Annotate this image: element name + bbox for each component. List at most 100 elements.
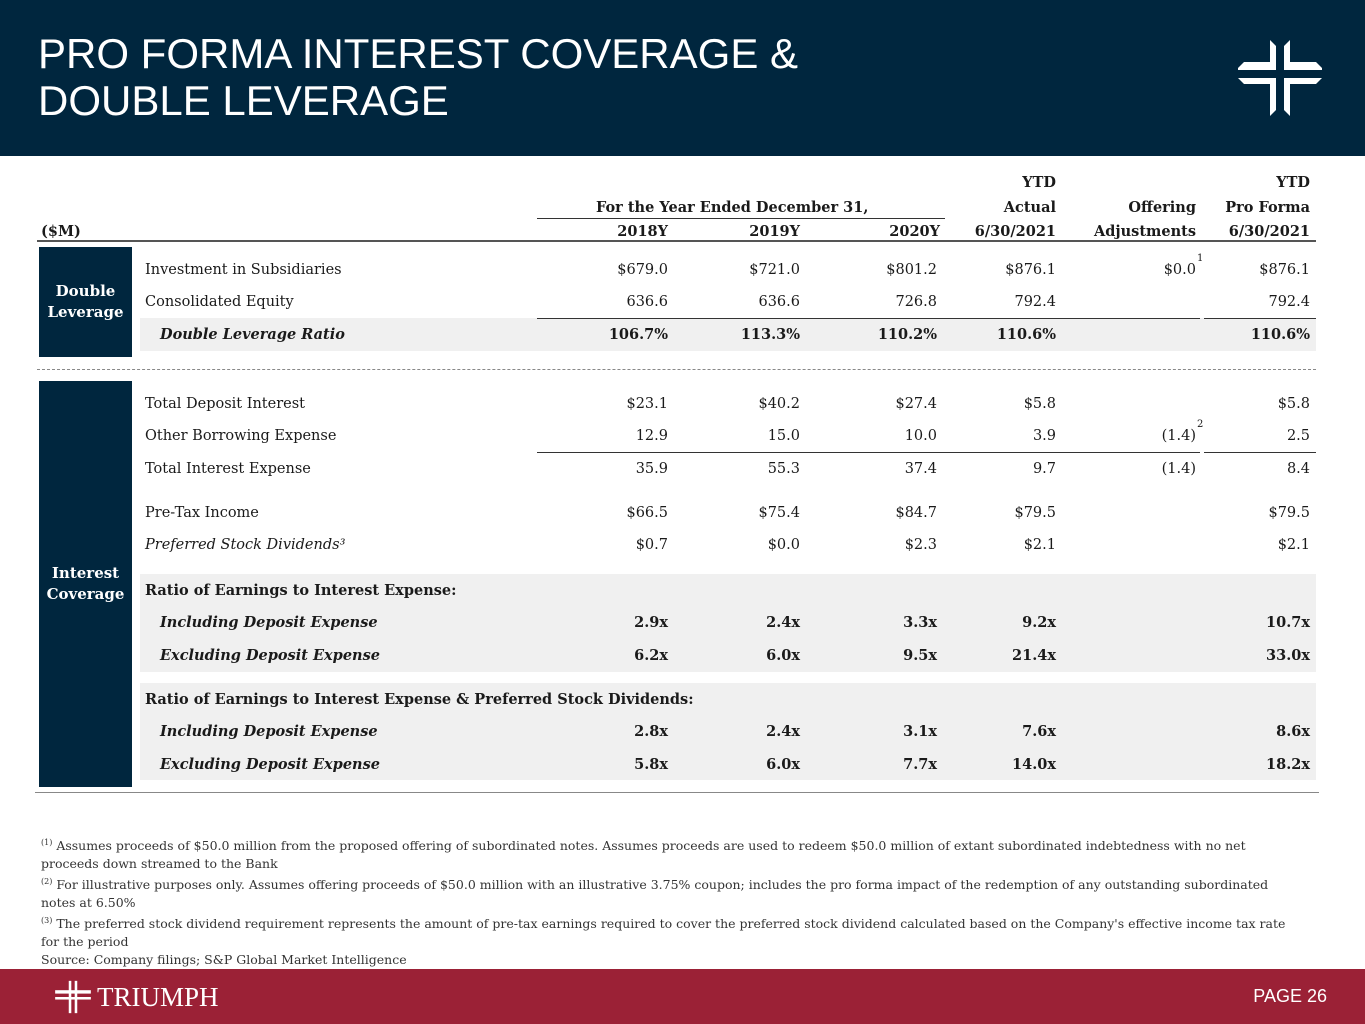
row-value: 7.7x bbox=[903, 756, 937, 773]
row-value: 113.3% bbox=[740, 326, 800, 343]
row-value: $679.0 bbox=[617, 262, 668, 278]
row-band bbox=[140, 574, 1316, 672]
row-label: Excluding Deposit Expense bbox=[160, 756, 380, 773]
row-value: 3.3x bbox=[903, 614, 937, 631]
source-note: Source: Company filings; S&P Global Mark… bbox=[41, 952, 407, 968]
table-row: Total Interest Expense 35.9 55.3 37.4 9.7 (1.… bbox=[0, 461, 1365, 481]
row-value: 2.4x bbox=[766, 614, 800, 631]
divider bbox=[537, 218, 945, 219]
table-row: Excluding Deposit Expense 6.2x 6.0x 9.5x 21.… bbox=[0, 647, 1365, 667]
row-value: 636.6 bbox=[626, 294, 668, 310]
header-2018: 2018Y bbox=[617, 223, 668, 240]
row-label: Total Deposit Interest bbox=[145, 396, 305, 412]
row-value: $2.1 bbox=[1277, 537, 1310, 553]
row-label: Including Deposit Expense bbox=[160, 723, 378, 740]
table-row: Total Deposit Interest $23.1 $40.2 $27.4 $5.… bbox=[0, 396, 1365, 416]
header-actual-date: 6/30/2021 bbox=[974, 223, 1056, 240]
row-value: 6.0x bbox=[766, 756, 800, 773]
row-label: Investment in Subsidiaries bbox=[145, 262, 342, 278]
row-value: $876.1 bbox=[1005, 262, 1056, 278]
row-label: Excluding Deposit Expense bbox=[160, 647, 380, 664]
header-2020: 2020Y bbox=[889, 223, 940, 240]
row-label: Ratio of Earnings to Interest Expense & … bbox=[145, 691, 694, 708]
header-actual: Actual bbox=[1003, 199, 1056, 216]
row-value: $0.0 bbox=[767, 537, 800, 553]
header-adjustments: Adjustments bbox=[1093, 223, 1196, 240]
row-label: Consolidated Equity bbox=[145, 294, 294, 310]
row-label: Preferred Stock Dividends³ bbox=[145, 537, 346, 553]
brand-name: TRIUMPH bbox=[97, 981, 219, 1012]
row-value: 9.2x bbox=[1022, 614, 1056, 631]
section-double-leverage: Double Leverage bbox=[39, 247, 132, 357]
row-value: 110.6% bbox=[996, 326, 1056, 343]
divider bbox=[537, 318, 1200, 319]
row-band bbox=[140, 318, 1316, 351]
row-value: 8.4 bbox=[1286, 461, 1310, 477]
row-value: 6.2x bbox=[634, 647, 668, 664]
row-value: 792.4 bbox=[1014, 294, 1056, 310]
row-label: Other Borrowing Expense bbox=[145, 428, 337, 444]
row-label: Double Leverage Ratio bbox=[160, 326, 345, 343]
row-label: Total Interest Expense bbox=[145, 461, 311, 477]
row-value: 10.7x bbox=[1266, 614, 1310, 631]
row-value: 726.8 bbox=[895, 294, 937, 310]
row-value: 10.0 bbox=[904, 428, 937, 444]
footnote: (3) The preferred stock dividend require… bbox=[41, 916, 1286, 950]
table-row: Double Leverage Ratio 106.7% 113.3% 110.2% 1… bbox=[0, 326, 1365, 346]
header-proforma-date: 6/30/2021 bbox=[1228, 223, 1310, 240]
row-value: $2.1 bbox=[1023, 537, 1056, 553]
row-value: $721.0 bbox=[749, 262, 800, 278]
row-value: 8.6x bbox=[1276, 723, 1310, 740]
page-number: PAGE 26 bbox=[1253, 986, 1327, 1006]
table-row: Ratio of Earnings to Interest Expense & … bbox=[0, 691, 1365, 711]
row-label: Including Deposit Expense bbox=[160, 614, 378, 631]
row-value: 15.0 bbox=[767, 428, 800, 444]
row-value: $876.1 bbox=[1259, 262, 1310, 278]
table-row: Excluding Deposit Expense 5.8x 6.0x 7.7x 14.… bbox=[0, 756, 1365, 776]
row-value: $27.4 bbox=[895, 396, 937, 412]
row-value: 7.6x bbox=[1022, 723, 1056, 740]
header-offering: Offering bbox=[1128, 199, 1196, 216]
row-value: $23.1 bbox=[626, 396, 668, 412]
row-value: 110.2% bbox=[877, 326, 937, 343]
row-value: (1.4) bbox=[1161, 428, 1196, 444]
row-value: $0.0 bbox=[1163, 262, 1196, 278]
row-value: 9.7 bbox=[1032, 461, 1056, 477]
row-value: 37.4 bbox=[904, 461, 937, 477]
table-row: Other Borrowing Expense 12.9 15.0 10.0 3.9 (1… bbox=[0, 419, 1365, 448]
table-row: Pre-Tax Income $66.5 $75.4 $84.7 $79.5 $79.5 bbox=[0, 505, 1365, 525]
table-row: Investment in Subsidiaries $679.0 $721.0 $8… bbox=[0, 253, 1365, 282]
footnote-marker: 2 bbox=[1197, 419, 1204, 430]
row-value: $5.8 bbox=[1277, 396, 1310, 412]
row-value: 9.5x bbox=[903, 647, 937, 664]
row-label: Pre-Tax Income bbox=[145, 505, 259, 521]
row-value: 3.9 bbox=[1032, 428, 1056, 444]
header-units: ($M) bbox=[41, 223, 81, 240]
section-interest-coverage: Interest Coverage bbox=[39, 381, 132, 787]
header-ytd: YTD bbox=[1022, 174, 1056, 191]
header-proforma: Pro Forma bbox=[1225, 199, 1310, 216]
table-row: Including Deposit Expense 2.9x 2.4x 3.3x 9.2… bbox=[0, 614, 1365, 634]
table-row: Consolidated Equity 636.6 636.6 726.8 792.4 7… bbox=[0, 294, 1365, 314]
row-value: $84.7 bbox=[895, 505, 937, 521]
row-value: $801.2 bbox=[886, 262, 937, 278]
table-row: Ratio of Earnings to Interest Expense: bbox=[0, 582, 1365, 602]
header-2019: 2019Y bbox=[749, 223, 800, 240]
row-value: 2.9x bbox=[634, 614, 668, 631]
footer-logo: TRIUMPH bbox=[55, 980, 219, 1014]
divider bbox=[1204, 318, 1316, 319]
triumph-cross-logo-icon bbox=[1238, 40, 1322, 116]
row-value: 2.4x bbox=[766, 723, 800, 740]
row-value: 3.1x bbox=[903, 723, 937, 740]
row-value: $2.3 bbox=[904, 537, 937, 553]
footnote-marker: 1 bbox=[1197, 253, 1204, 264]
triumph-cross-icon bbox=[55, 980, 91, 1014]
divider bbox=[1204, 452, 1316, 453]
row-value: $0.7 bbox=[635, 537, 668, 553]
header-ytd: YTD bbox=[1276, 174, 1310, 191]
row-value: 6.0x bbox=[766, 647, 800, 664]
row-value: $79.5 bbox=[1268, 505, 1310, 521]
row-value: 35.9 bbox=[635, 461, 668, 477]
row-band bbox=[140, 683, 1316, 780]
row-label: Ratio of Earnings to Interest Expense: bbox=[145, 582, 457, 599]
